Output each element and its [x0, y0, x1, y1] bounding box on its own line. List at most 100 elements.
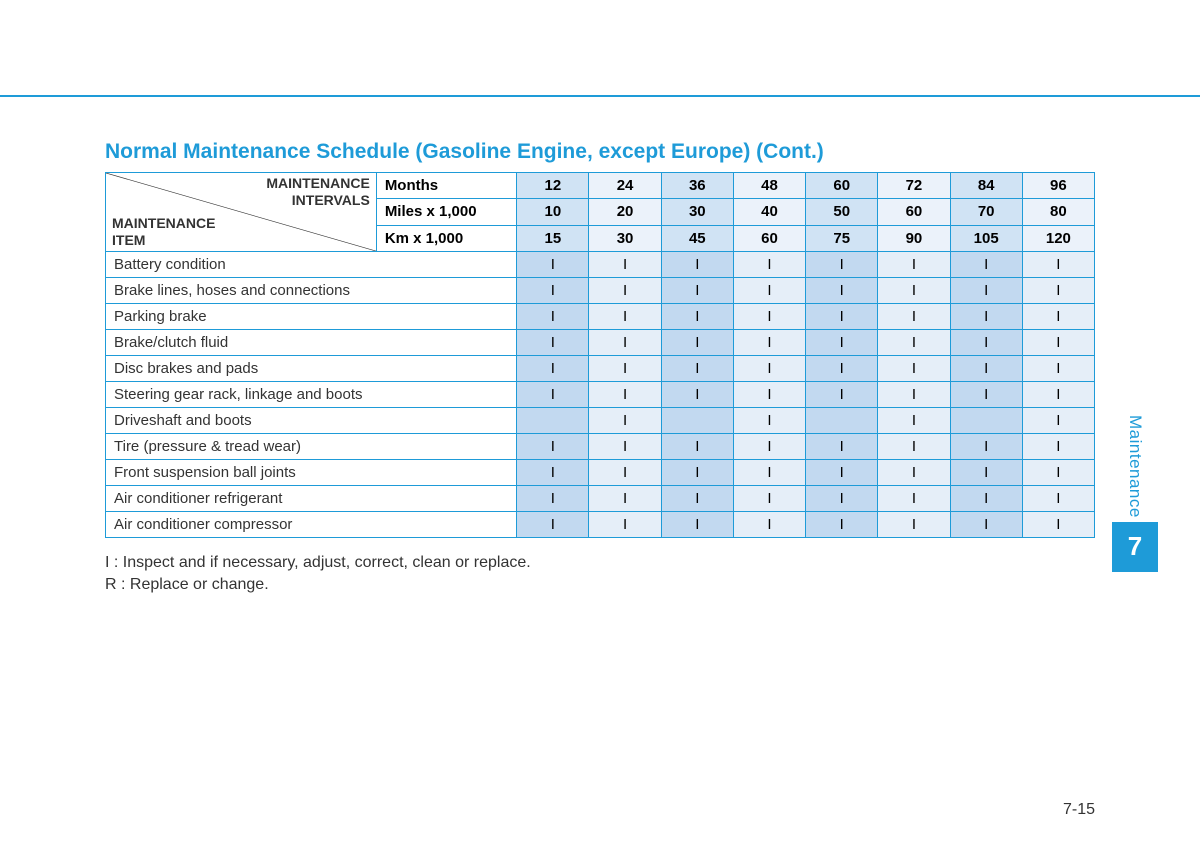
- header-value: 84: [950, 173, 1022, 199]
- header-value: 80: [1022, 199, 1094, 225]
- maintenance-value: [517, 408, 589, 434]
- maintenance-value: I: [950, 278, 1022, 304]
- header-row-label: Months: [376, 173, 516, 199]
- maintenance-value: I: [733, 512, 805, 538]
- page-title: Normal Maintenance Schedule (Gasoline En…: [105, 140, 1095, 164]
- maintenance-value: I: [1022, 304, 1094, 330]
- header-value: 30: [661, 199, 733, 225]
- maintenance-value: I: [806, 330, 878, 356]
- maintenance-value: I: [733, 434, 805, 460]
- header-value: 75: [806, 225, 878, 251]
- maintenance-value: I: [1022, 382, 1094, 408]
- header-value: 45: [661, 225, 733, 251]
- maintenance-value: I: [950, 304, 1022, 330]
- maintenance-item-label: Driveshaft and boots: [106, 408, 517, 434]
- maintenance-value: I: [589, 278, 661, 304]
- header-value: 20: [589, 199, 661, 225]
- maintenance-value: I: [589, 460, 661, 486]
- header-value: 120: [1022, 225, 1094, 251]
- maintenance-value: I: [806, 356, 878, 382]
- maintenance-value: I: [878, 486, 950, 512]
- maintenance-value: I: [878, 460, 950, 486]
- maintenance-value: [950, 408, 1022, 434]
- maintenance-value: I: [806, 278, 878, 304]
- maintenance-value: I: [878, 382, 950, 408]
- maintenance-value: I: [661, 304, 733, 330]
- maintenance-value: I: [1022, 278, 1094, 304]
- maintenance-item-label: Brake lines, hoses and connections: [106, 278, 517, 304]
- legend-replace: R : Replace or change.: [105, 574, 1095, 596]
- maintenance-value: I: [878, 252, 950, 278]
- maintenance-item-label: Air conditioner compressor: [106, 512, 517, 538]
- maintenance-value: I: [733, 252, 805, 278]
- maintenance-value: I: [878, 356, 950, 382]
- maintenance-value: I: [661, 252, 733, 278]
- maintenance-value: I: [878, 304, 950, 330]
- maintenance-value: I: [589, 512, 661, 538]
- maintenance-value: I: [1022, 408, 1094, 434]
- maintenance-value: I: [661, 486, 733, 512]
- maintenance-value: I: [1022, 330, 1094, 356]
- header-value: 36: [661, 173, 733, 199]
- header-value: 48: [733, 173, 805, 199]
- maintenance-value: I: [517, 356, 589, 382]
- maintenance-value: I: [950, 330, 1022, 356]
- maintenance-value: I: [733, 460, 805, 486]
- legend-inspect: I : Inspect and if necessary, adjust, co…: [105, 552, 1095, 574]
- header-value: 60: [878, 199, 950, 225]
- maintenance-value: I: [589, 382, 661, 408]
- maintenance-item-label: Steering gear rack, linkage and boots: [106, 382, 517, 408]
- page-number: 7-15: [1063, 801, 1095, 819]
- maintenance-value: I: [1022, 512, 1094, 538]
- top-rule: [0, 95, 1200, 97]
- maintenance-value: I: [661, 356, 733, 382]
- maintenance-value: I: [517, 304, 589, 330]
- maintenance-item-label: Tire (pressure & tread wear): [106, 434, 517, 460]
- maintenance-value: I: [589, 252, 661, 278]
- maintenance-value: I: [517, 278, 589, 304]
- maintenance-value: I: [806, 434, 878, 460]
- header-value: 24: [589, 173, 661, 199]
- header-value: 60: [733, 225, 805, 251]
- page-content: Normal Maintenance Schedule (Gasoline En…: [105, 140, 1095, 597]
- header-value: 12: [517, 173, 589, 199]
- maintenance-value: I: [733, 408, 805, 434]
- maintenance-value: I: [878, 330, 950, 356]
- maintenance-value: I: [589, 356, 661, 382]
- header-value: 60: [806, 173, 878, 199]
- header-value: 72: [878, 173, 950, 199]
- maintenance-value: I: [661, 330, 733, 356]
- maintenance-value: I: [733, 356, 805, 382]
- maintenance-item-label: Disc brakes and pads: [106, 356, 517, 382]
- maintenance-value: I: [1022, 460, 1094, 486]
- maintenance-value: I: [733, 304, 805, 330]
- legend: I : Inspect and if necessary, adjust, co…: [105, 552, 1095, 597]
- maintenance-value: I: [878, 512, 950, 538]
- maintenance-value: I: [517, 330, 589, 356]
- maintenance-value: I: [806, 486, 878, 512]
- maintenance-value: I: [589, 304, 661, 330]
- side-chapter-box: 7: [1112, 522, 1158, 572]
- maintenance-value: I: [950, 434, 1022, 460]
- maintenance-value: I: [733, 382, 805, 408]
- maintenance-value: I: [517, 486, 589, 512]
- maintenance-value: I: [806, 252, 878, 278]
- maintenance-value: I: [733, 330, 805, 356]
- header-row-label: Km x 1,000: [376, 225, 516, 251]
- maintenance-value: I: [661, 278, 733, 304]
- maintenance-value: I: [661, 460, 733, 486]
- maintenance-value: I: [517, 382, 589, 408]
- maintenance-item-label: Parking brake: [106, 304, 517, 330]
- corner-item-label: MAINTENANCEITEM: [112, 215, 215, 249]
- header-value: 40: [733, 199, 805, 225]
- maintenance-value: I: [733, 278, 805, 304]
- maintenance-item-label: Brake/clutch fluid: [106, 330, 517, 356]
- corner-intervals-label: MAINTENANCEINTERVALS: [266, 175, 369, 209]
- maintenance-value: I: [1022, 356, 1094, 382]
- header-value: 105: [950, 225, 1022, 251]
- maintenance-value: I: [806, 304, 878, 330]
- header-value: 50: [806, 199, 878, 225]
- header-row-label: Miles x 1,000: [376, 199, 516, 225]
- maintenance-value: I: [1022, 434, 1094, 460]
- maintenance-value: I: [589, 486, 661, 512]
